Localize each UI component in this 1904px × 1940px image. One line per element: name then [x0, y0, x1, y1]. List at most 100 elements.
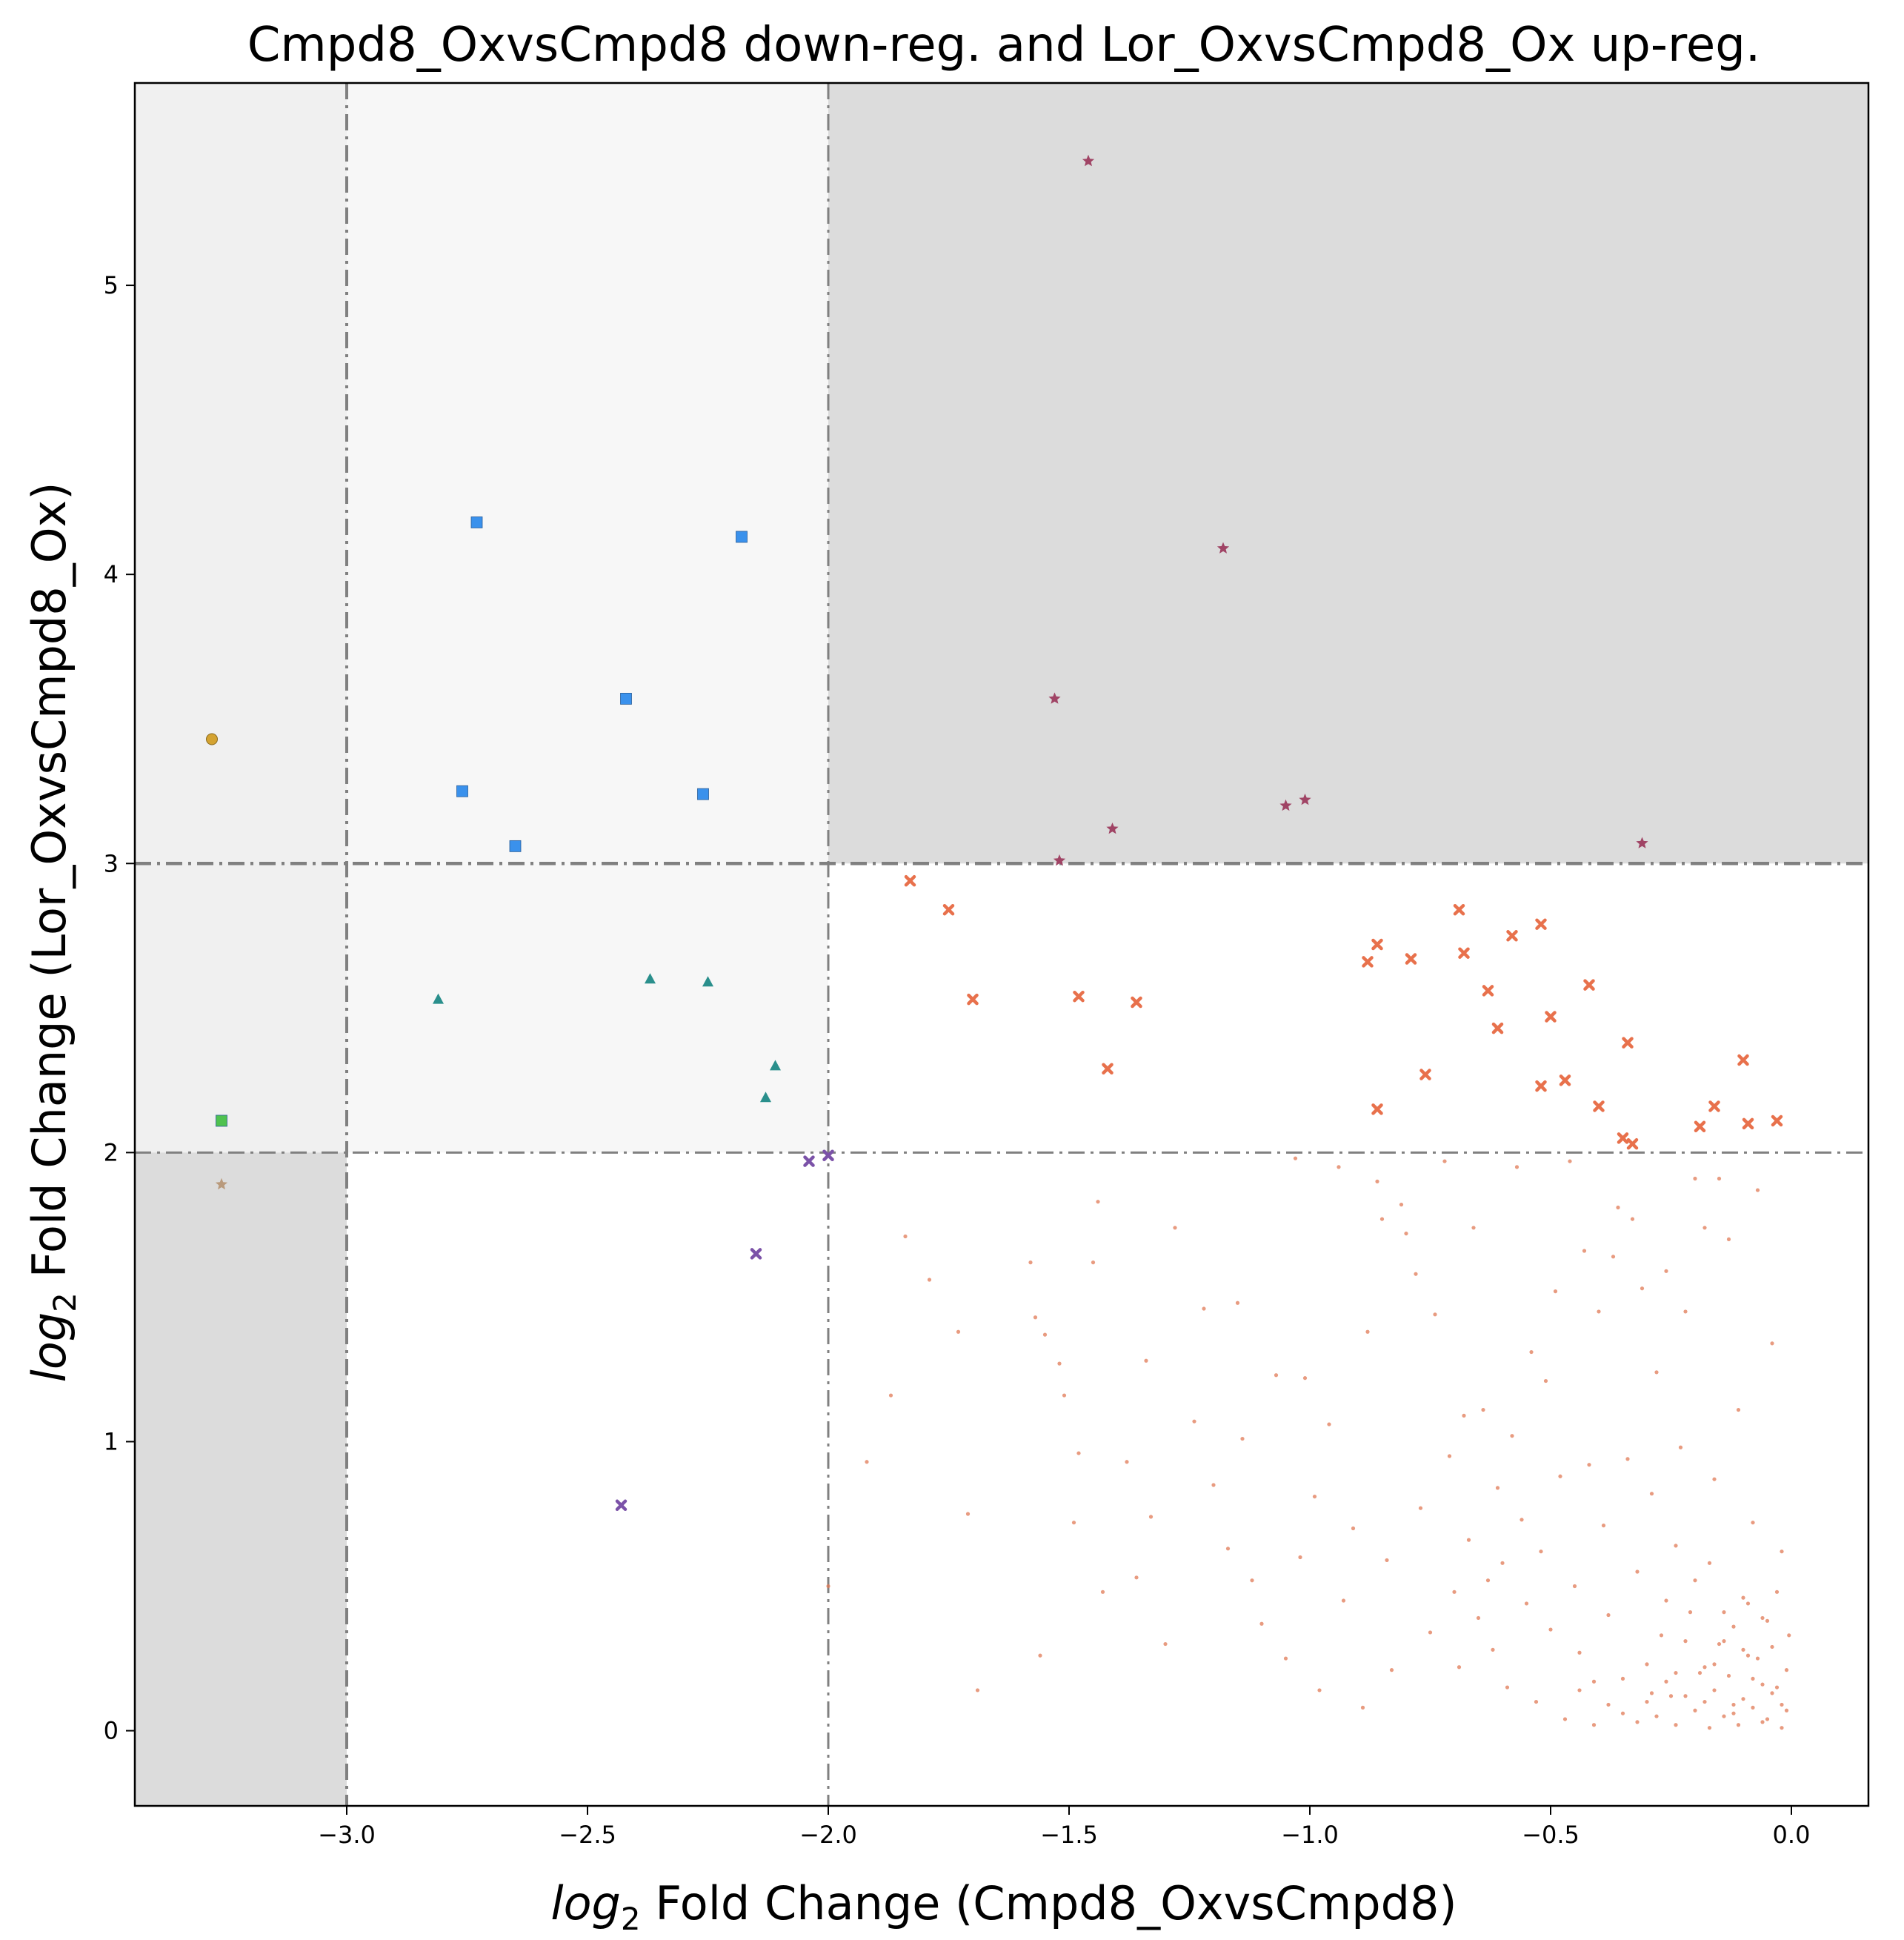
- data-point-x: [1545, 1011, 1557, 1023]
- data-point-dot: [1057, 1361, 1062, 1366]
- data-point-dot: [1327, 1422, 1331, 1426]
- data-point-x: [1453, 903, 1465, 916]
- data-point-dot: [826, 1584, 830, 1589]
- data-point-x-stroke: [1073, 990, 1085, 1003]
- data-point-dot: [865, 1460, 869, 1464]
- data-points: [206, 154, 1791, 1730]
- data-point-x: [615, 1499, 628, 1512]
- data-point-x: [1742, 1117, 1754, 1130]
- shaded-region: [828, 83, 1868, 864]
- data-point-dot: [1722, 1610, 1726, 1615]
- data-point-dot: [1240, 1436, 1245, 1441]
- data-point-x-stroke: [1593, 1100, 1605, 1112]
- x-tick-label: −3.0: [318, 1821, 376, 1849]
- data-point-dot: [1683, 1694, 1688, 1698]
- data-point-x-stroke: [942, 903, 955, 916]
- data-point-dot: [1404, 1232, 1408, 1236]
- data-point-x: [904, 874, 916, 887]
- data-point-dot: [1597, 1309, 1601, 1314]
- x-tick-label: −0.5: [1522, 1821, 1580, 1849]
- data-point-dot: [1572, 1584, 1577, 1589]
- data-point-dot: [1235, 1300, 1240, 1305]
- data-point-x: [750, 1248, 762, 1260]
- data-point-dot: [1770, 1691, 1774, 1695]
- y-tick-label: 2: [104, 1138, 119, 1166]
- data-point-dot: [1702, 1699, 1707, 1704]
- data-point-dot: [1428, 1630, 1433, 1635]
- data-point-x: [803, 1155, 815, 1167]
- data-point-square: [509, 840, 522, 852]
- data-point-dot: [1076, 1451, 1081, 1455]
- data-point-dot: [1780, 1702, 1784, 1707]
- data-point-dot: [1780, 1549, 1784, 1554]
- data-point-x: [1559, 1074, 1571, 1086]
- data-point-x: [1371, 938, 1383, 951]
- data-point-dot: [1635, 1720, 1640, 1724]
- data-point-x: [1617, 1132, 1629, 1144]
- data-point-dot: [1587, 1463, 1591, 1467]
- data-point-dot: [1042, 1332, 1048, 1337]
- data-point-dot: [1630, 1217, 1635, 1221]
- data-point-dot: [1283, 1656, 1288, 1661]
- data-point-dot: [1096, 1200, 1100, 1204]
- shaded-region: [135, 83, 347, 1153]
- data-point-dot: [1091, 1260, 1096, 1265]
- data-point-dot: [1505, 1685, 1510, 1690]
- data-point-dot: [1774, 1685, 1780, 1690]
- data-point-x: [1506, 930, 1518, 942]
- x-tick-label: −2.0: [799, 1821, 857, 1849]
- x-tick-label: 0.0: [1773, 1821, 1811, 1849]
- data-point-dot: [1062, 1393, 1067, 1398]
- data-point-x-stroke: [1617, 1132, 1629, 1144]
- data-point-dot: [1664, 1269, 1668, 1273]
- data-point-dot: [1712, 1477, 1717, 1481]
- chart-title: Cmpd8_OxvsCmpd8 down-reg. and Lor_OxvsCm…: [247, 18, 1761, 73]
- data-point-dot: [1442, 1159, 1447, 1163]
- x-axis-label: log2 Fold Change (Cmpd8_OxvsCmpd8): [550, 1876, 1457, 1937]
- data-point-dot: [1640, 1286, 1645, 1291]
- data-point-x-stroke: [1419, 1069, 1431, 1080]
- data-point-dot: [1298, 1555, 1302, 1560]
- data-point-dot: [1717, 1641, 1722, 1647]
- data-point-x-stroke: [1559, 1074, 1571, 1086]
- data-point-dot: [1601, 1524, 1606, 1528]
- data-point-x-stroke: [1458, 947, 1470, 959]
- data-point-dot: [1379, 1217, 1385, 1221]
- data-point-square: [456, 785, 468, 797]
- y-tick-label: 4: [104, 560, 119, 588]
- data-point-dot: [1770, 1644, 1774, 1650]
- y-tick-label: 5: [104, 271, 119, 299]
- data-point-dot: [1365, 1329, 1370, 1334]
- y-tick-label: 1: [104, 1427, 119, 1455]
- data-point-dot: [1312, 1494, 1317, 1499]
- data-point-x: [1371, 1103, 1383, 1115]
- x-tick-label: −1.5: [1040, 1821, 1098, 1849]
- data-point-dot: [1510, 1434, 1514, 1438]
- data-point-dot: [1654, 1370, 1659, 1375]
- data-point-square: [736, 531, 748, 543]
- data-point-dot: [1755, 1656, 1760, 1661]
- data-point-x-stroke: [822, 1149, 834, 1162]
- data-point-x-stroke: [1708, 1100, 1720, 1112]
- y-tick-label: 0: [104, 1717, 119, 1745]
- data-point-dot: [1712, 1688, 1717, 1692]
- data-point-dot: [1144, 1358, 1148, 1363]
- data-point-dot: [1524, 1601, 1529, 1606]
- data-point-dot: [1577, 1688, 1582, 1692]
- data-point-dot: [1293, 1156, 1298, 1160]
- data-point-x: [1708, 1100, 1720, 1112]
- data-point-dot: [1259, 1621, 1264, 1626]
- data-point-dot: [1755, 1188, 1760, 1192]
- data-point-x-stroke: [1131, 996, 1142, 1009]
- data-point-dot: [1606, 1702, 1611, 1707]
- data-point-x: [1626, 1137, 1639, 1150]
- data-point-dot: [1519, 1518, 1524, 1522]
- data-point-dot: [1659, 1633, 1664, 1638]
- data-point-x-stroke: [904, 874, 916, 887]
- data-point-dot: [1702, 1226, 1707, 1230]
- data-point-x-stroke: [1371, 938, 1383, 951]
- data-point-dot: [1500, 1561, 1505, 1565]
- data-point-dot: [1351, 1526, 1356, 1531]
- data-point-dot: [1481, 1407, 1485, 1412]
- y-axis-label: log2 Fold Change (Lor_OxvsCmpd8_Ox): [22, 482, 83, 1383]
